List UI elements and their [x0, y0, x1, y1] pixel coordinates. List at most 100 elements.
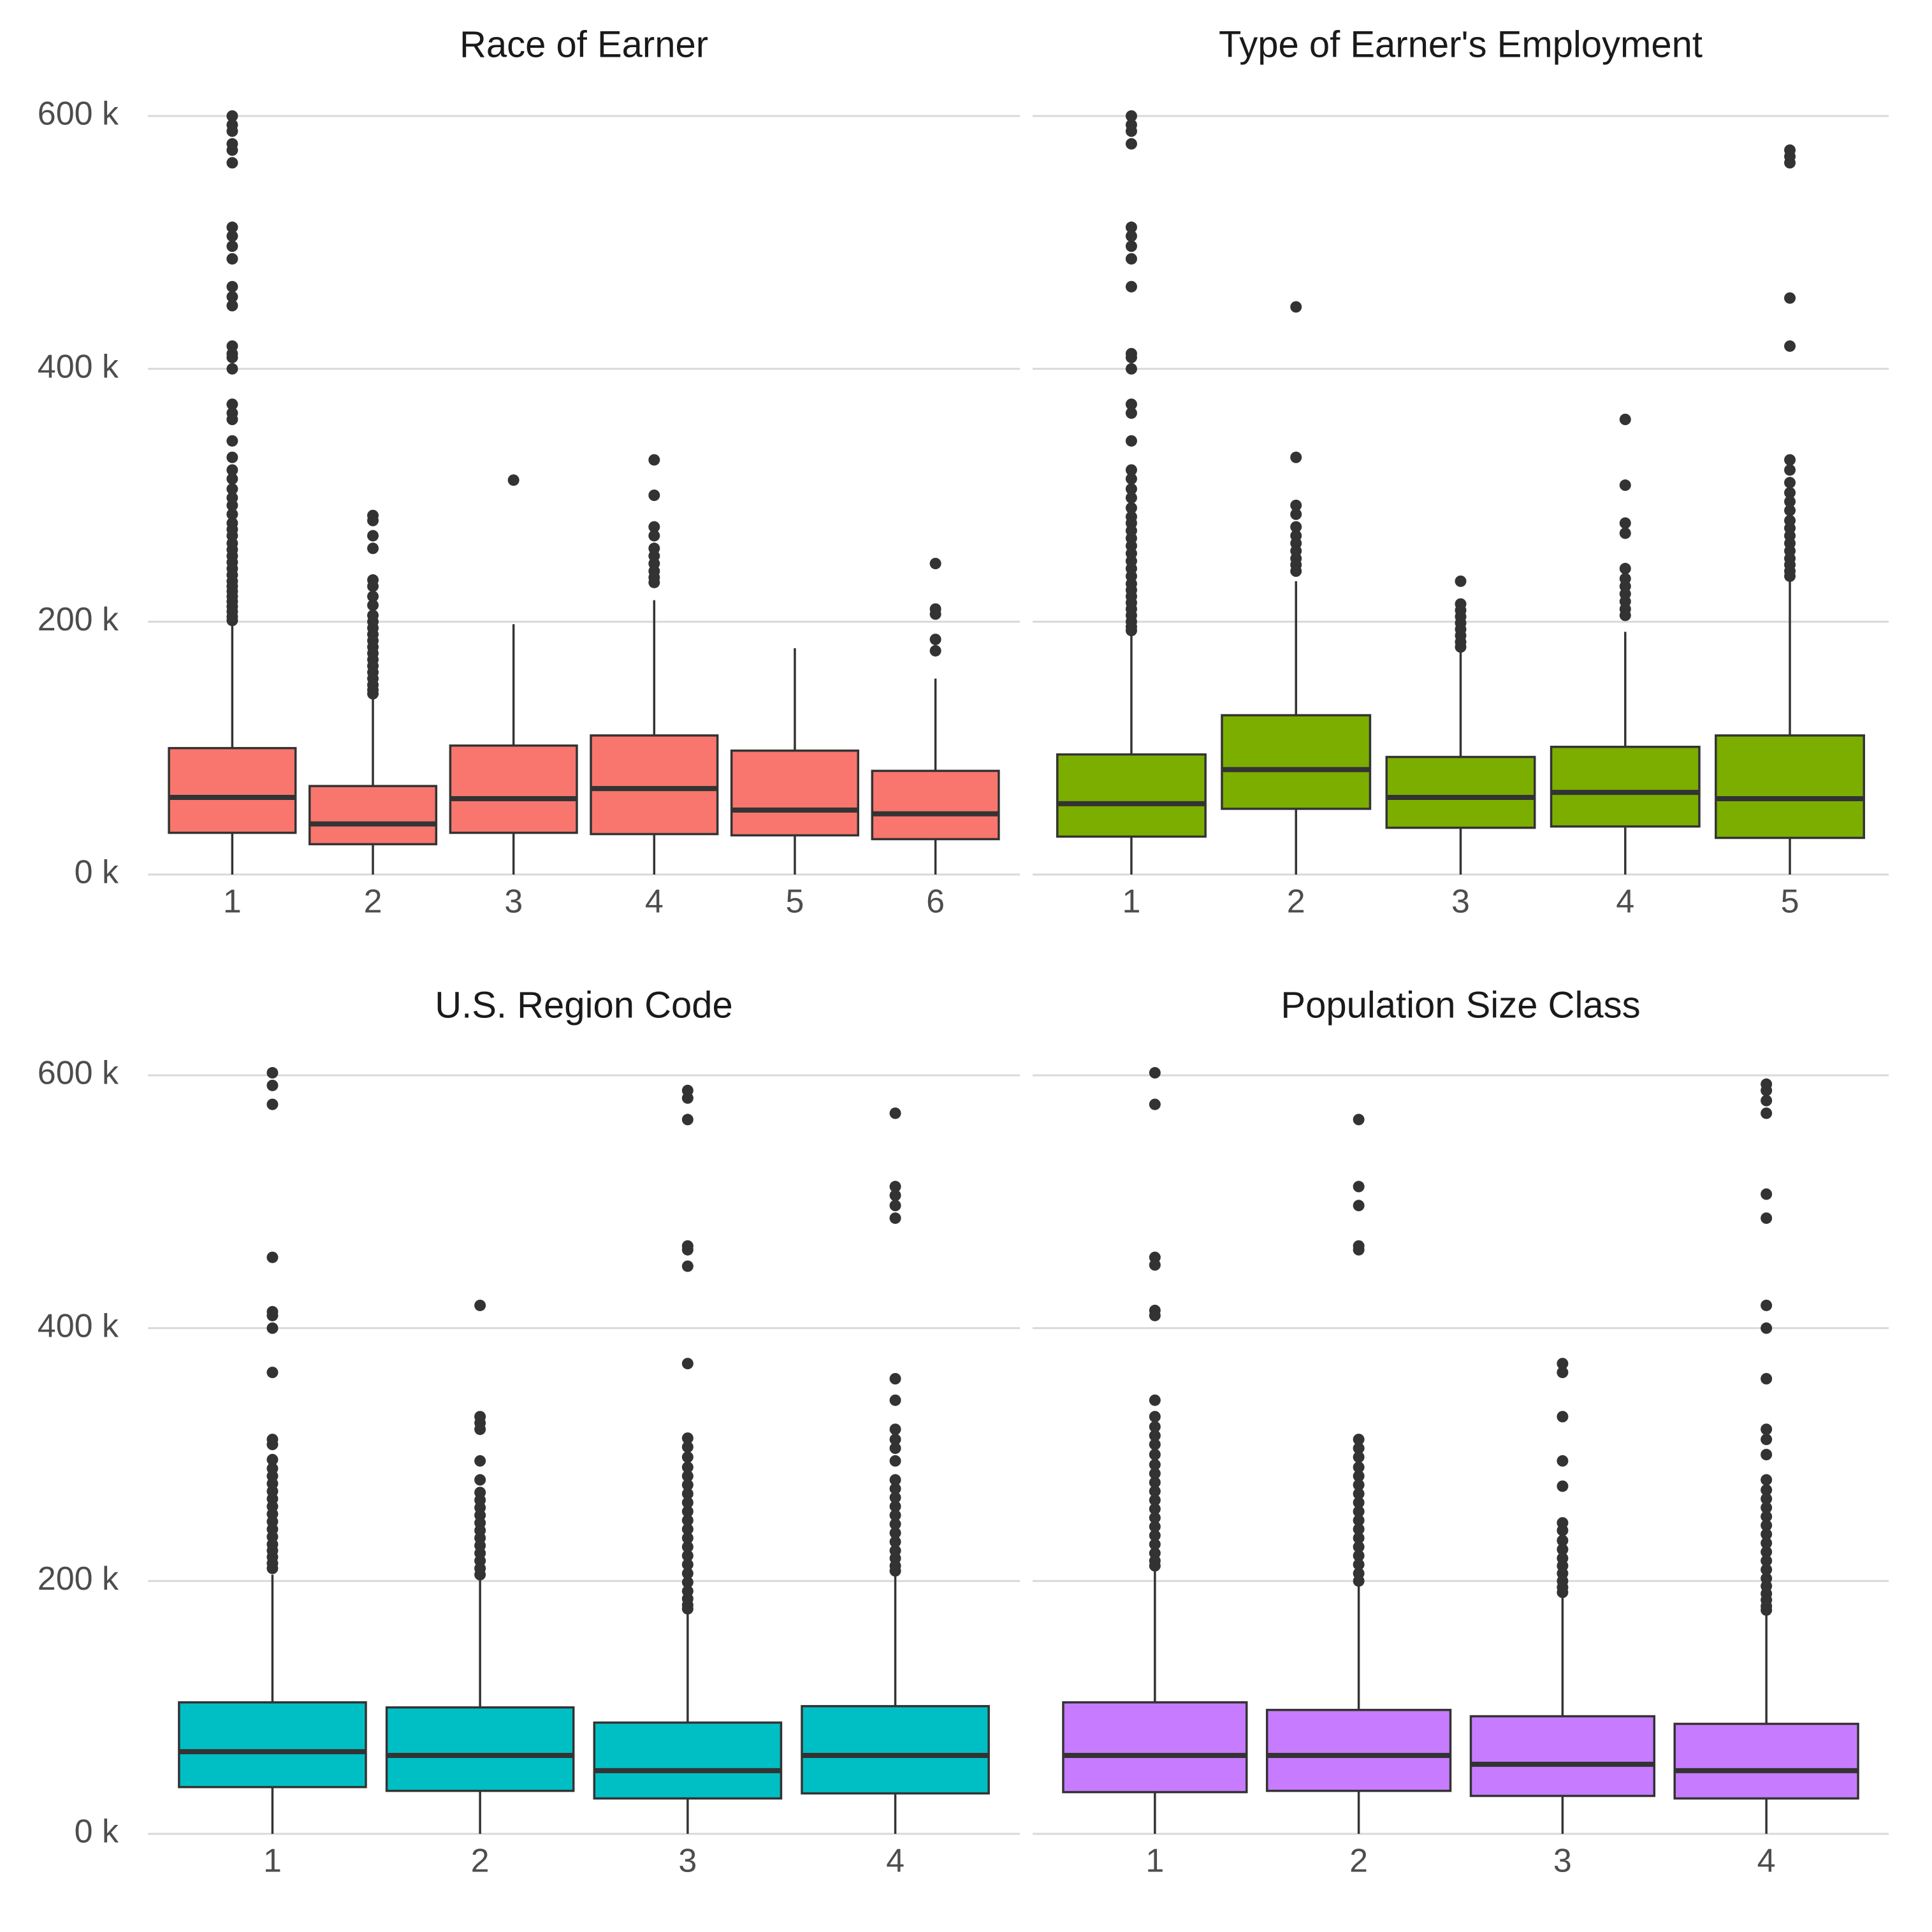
outlier-point — [1149, 1458, 1161, 1471]
outlier-point — [266, 1439, 279, 1451]
outlier-point — [1353, 1575, 1365, 1587]
outlier-point — [681, 1461, 694, 1473]
x-tick-label: 4 — [1757, 1843, 1776, 1880]
outlier-point — [474, 1423, 486, 1435]
outlier-point — [1149, 1098, 1161, 1110]
outlier-point — [1761, 1449, 1773, 1460]
outlier-point — [889, 1180, 901, 1193]
outlier-point — [681, 1558, 694, 1571]
outlier-point — [507, 474, 519, 486]
iqr-box — [1673, 1722, 1859, 1800]
outlier-point — [1149, 1411, 1161, 1423]
outlier-point — [367, 514, 379, 527]
outlier-point — [889, 1189, 901, 1202]
outlier-point — [889, 1442, 901, 1455]
outlier-point — [681, 1488, 694, 1500]
outlier-point — [648, 521, 660, 533]
outlier-point — [1761, 1528, 1773, 1540]
box-1: 1 — [168, 110, 297, 920]
outlier-point — [1557, 1587, 1569, 1599]
outlier-point — [1761, 1084, 1773, 1096]
iqr-box — [1715, 734, 1866, 839]
outlier-point — [1149, 1503, 1161, 1515]
iqr-box — [590, 734, 719, 836]
y-tick-label: 0 k — [75, 854, 119, 891]
x-tick-label: 3 — [1553, 1843, 1572, 1880]
y-tick-label: 200 k — [38, 1560, 119, 1597]
outlier-point — [681, 1567, 694, 1580]
facet-title: U.S. Region Code — [435, 984, 732, 1026]
outlier-point — [1353, 1114, 1365, 1126]
iqr-box — [1265, 1708, 1452, 1792]
outlier-point — [889, 1527, 901, 1539]
box-5: 5 — [730, 648, 860, 920]
box-2: 2 — [1221, 301, 1372, 920]
outlier-point — [367, 530, 379, 542]
outlier-point — [1761, 1434, 1773, 1446]
iqr-box — [1062, 1701, 1248, 1794]
outlier-point — [648, 530, 660, 542]
outlier-point — [681, 1532, 694, 1544]
outlier-point — [1149, 1430, 1161, 1442]
outlier-point — [1784, 570, 1796, 582]
outlier-point — [1619, 527, 1631, 539]
outlier-point — [1557, 1543, 1569, 1555]
outlier-point — [889, 1455, 901, 1467]
outlier-point — [1557, 1411, 1569, 1423]
outlier-point — [226, 240, 238, 252]
outlier-point — [226, 435, 238, 447]
outlier-point — [648, 490, 660, 501]
iqr-box — [1550, 745, 1701, 828]
outlier-point — [266, 1367, 279, 1379]
outlier-point — [266, 1322, 279, 1334]
outlier-point — [1353, 1550, 1365, 1562]
outlier-point — [1761, 1520, 1773, 1532]
outlier-point — [266, 1098, 279, 1110]
outlier-point — [1619, 563, 1631, 575]
outlier-point — [1353, 1488, 1365, 1500]
iqr-box — [730, 749, 860, 837]
outlier-point — [1290, 508, 1302, 520]
box-2: 2 — [308, 509, 438, 920]
outlier-point — [1149, 1485, 1161, 1497]
outlier-point — [681, 1506, 694, 1518]
x-tick-label: 2 — [364, 883, 382, 920]
iqr-box — [1221, 714, 1372, 810]
x-tick-label: 4 — [886, 1843, 904, 1880]
outlier-point — [1290, 499, 1302, 511]
outlier-point — [1761, 1212, 1773, 1224]
outlier-point — [1125, 435, 1137, 447]
x-tick-label: 2 — [1287, 883, 1305, 920]
outlier-point — [1125, 280, 1137, 293]
outlier-point — [1761, 1188, 1773, 1200]
x-tick-label: 3 — [678, 1843, 697, 1880]
outlier-point — [681, 1497, 694, 1509]
outlier-point — [1353, 1558, 1365, 1571]
facet-panel: U.S. Region Code 0 k 200 k 400 k 600 k 1 2 3 4 — [38, 984, 1020, 1880]
outlier-point — [266, 1562, 279, 1574]
outlier-point — [1784, 495, 1796, 507]
outlier-point — [226, 398, 238, 410]
outlier-point — [1557, 1480, 1569, 1492]
outlier-point — [681, 1092, 694, 1104]
outlier-point — [1149, 1449, 1161, 1460]
outlier-point — [1353, 1434, 1365, 1446]
outlier-point — [266, 1309, 279, 1321]
outlier-point — [889, 1423, 901, 1435]
outlier-point — [929, 634, 941, 646]
outlier-point — [889, 1474, 901, 1486]
outlier-point — [681, 1602, 694, 1615]
outlier-point — [226, 363, 238, 375]
outlier-point — [1761, 1502, 1773, 1514]
outlier-point — [1353, 1532, 1365, 1544]
outlier-point — [929, 644, 941, 657]
outlier-point — [1761, 1493, 1773, 1505]
outlier-point — [1557, 1525, 1569, 1536]
x-tick-label: 1 — [1145, 1843, 1164, 1880]
outlier-point — [1125, 502, 1137, 514]
outlier-point — [1149, 1259, 1161, 1271]
y-tick-label: 0 k — [75, 1813, 119, 1850]
facet-title: Population Size Class — [1281, 984, 1640, 1026]
iqr-box — [593, 1721, 783, 1800]
outlier-point — [1290, 451, 1302, 463]
